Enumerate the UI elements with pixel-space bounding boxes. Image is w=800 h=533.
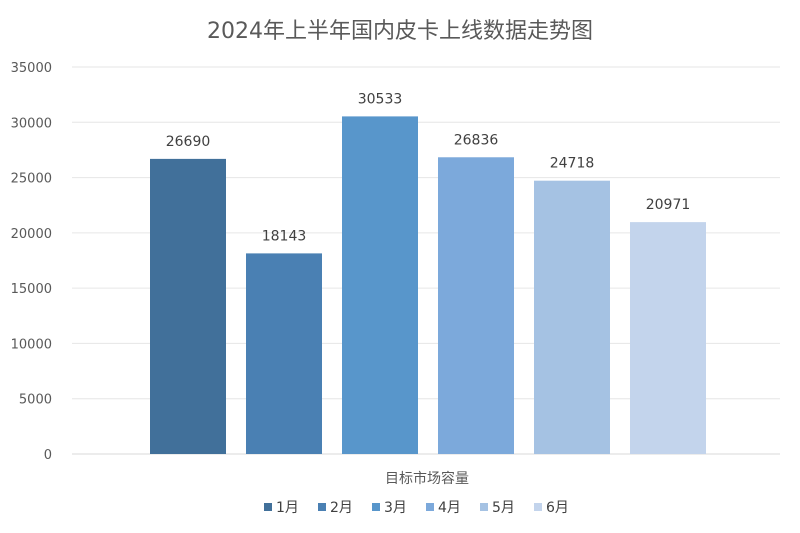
bar [630,222,706,454]
legend-label: 3月 [384,500,407,516]
bar [534,180,610,454]
legend-label: 5月 [492,500,515,516]
y-tick-label: 30000 [11,116,52,131]
y-tick-label: 10000 [11,337,52,352]
chart-title: 2024年上半年国内皮卡上线数据走势图 [207,19,593,44]
legend-label: 4月 [438,500,461,516]
data-labels: 26690 18143 30533 26836 24718 20971 [166,91,691,244]
bar [342,116,418,454]
y-tick-label: 25000 [11,172,52,187]
y-tick-label: 0 [44,448,52,463]
legend-swatch [318,503,326,511]
legend-swatch [480,503,488,511]
legend: 1月 2月 3月 4月 5月 6月 [264,500,569,516]
data-label: 24718 [550,156,595,172]
legend-swatch [264,503,272,511]
y-tick-label: 5000 [19,393,52,408]
y-axis-ticks: 0 5000 10000 15000 20000 25000 30000 35000 [11,61,52,463]
legend-swatch [372,503,380,511]
x-axis-category-label: 目标市场容量 [385,470,469,487]
y-tick-label: 20000 [11,227,52,242]
y-tick-label: 35000 [11,61,52,76]
legend-swatch [534,503,542,511]
bar [150,158,226,454]
bar [438,157,514,454]
legend-label: 1月 [276,500,299,516]
y-tick-label: 15000 [11,282,52,297]
data-label: 26836 [454,132,499,148]
data-label: 30533 [358,91,403,107]
data-label: 18143 [262,228,307,244]
legend-swatch [426,503,434,511]
data-label: 26690 [166,134,211,150]
bars [150,116,706,454]
legend-label: 2月 [330,500,353,516]
bar [246,253,322,454]
legend-label: 6月 [546,500,569,516]
data-label: 20971 [646,197,691,213]
